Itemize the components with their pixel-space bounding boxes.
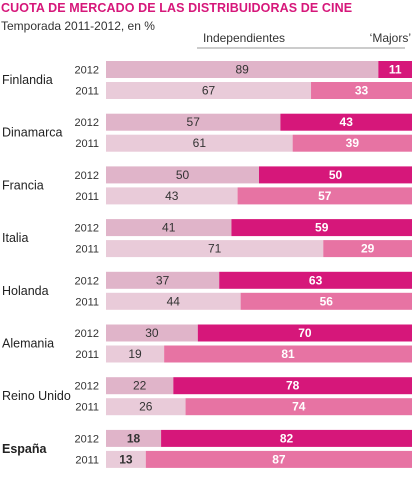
bar-independientes [106, 292, 241, 310]
bar-majors [161, 429, 412, 447]
bar-independientes [106, 134, 293, 152]
value-label-majors: 82 [280, 431, 294, 445]
value-label-majors: 11 [389, 63, 402, 77]
year-label: 2011 [75, 191, 99, 203]
value-label-majors: 78 [286, 379, 300, 393]
year-label: 2011 [75, 86, 99, 98]
bar-independientes [106, 398, 186, 416]
bar-independientes [106, 377, 174, 395]
bar-majors [323, 240, 412, 258]
bar-majors [185, 398, 412, 416]
year-label: 2012 [75, 433, 99, 445]
bar-majors [197, 324, 412, 342]
bar-majors [145, 450, 412, 468]
bar-independientes [106, 61, 379, 78]
bar-majors [173, 377, 412, 395]
bar-independientes [106, 82, 312, 99]
bar-majors [378, 61, 412, 78]
country-label: Reino Unido [2, 389, 71, 403]
bar-majors [259, 166, 412, 184]
value-label-majors: 70 [298, 326, 312, 340]
bar-independientes [106, 450, 146, 468]
bar-independientes [106, 219, 232, 237]
value-label-independientes: 19 [128, 347, 142, 361]
value-label-independientes: 37 [156, 273, 170, 287]
year-label: 2012 [75, 117, 99, 129]
year-label: 2012 [75, 170, 99, 182]
bar-majors [237, 187, 412, 205]
value-label-independientes: 22 [133, 379, 147, 393]
value-label-independientes: 50 [176, 168, 190, 182]
value-label-independientes: 43 [165, 189, 179, 203]
value-label-majors: 59 [315, 221, 329, 235]
bar-independientes [106, 187, 238, 205]
bar-majors [292, 134, 412, 152]
value-label-independientes: 67 [202, 84, 216, 98]
value-label-majors: 57 [318, 189, 332, 203]
year-label: 2011 [75, 296, 99, 308]
country-label: Alemania [2, 337, 54, 351]
value-label-independientes: 41 [162, 221, 176, 235]
year-label: 2012 [75, 65, 99, 77]
bar-independientes [106, 166, 259, 184]
chart-subtitle: Temporada 2011-2012, en % [1, 19, 155, 33]
value-label-independientes: 57 [187, 115, 201, 129]
bar-majors [240, 292, 412, 310]
bar-independientes [106, 113, 281, 131]
bar-independientes [106, 345, 165, 363]
bar-independientes [106, 324, 198, 342]
value-label-majors: 63 [309, 273, 323, 287]
bar-independientes [106, 271, 220, 289]
country-label: Holanda [2, 284, 49, 298]
value-label-independientes: 13 [119, 452, 133, 466]
value-label-independientes: 61 [193, 136, 207, 150]
value-label-majors: 74 [292, 400, 306, 414]
value-label-majors: 81 [281, 347, 295, 361]
bar-majors [311, 82, 412, 99]
bar-independientes [106, 240, 324, 258]
year-label: 2011 [75, 138, 99, 150]
bar-independientes [106, 429, 162, 447]
country-label: Italia [2, 231, 28, 245]
country-label: Finlandia [2, 73, 53, 87]
bar-majors [219, 271, 412, 289]
value-label-independientes: 71 [208, 242, 222, 256]
chart-title: CUOTA DE MERCADO DE LAS DISTRIBUIDORAS D… [1, 1, 353, 15]
value-label-majors: 39 [346, 136, 360, 150]
value-label-independientes: 26 [139, 400, 153, 414]
value-label-majors: 56 [320, 294, 334, 308]
country-label: España [2, 442, 48, 456]
bar-majors [164, 345, 412, 363]
year-label: 2012 [75, 328, 99, 340]
country-label: Francia [2, 178, 44, 192]
value-label-independientes: 44 [167, 294, 181, 308]
bar-majors [280, 113, 412, 131]
year-label: 2012 [75, 223, 99, 235]
value-label-independientes: 30 [145, 326, 159, 340]
value-label-independientes: 18 [127, 431, 141, 445]
year-label: 2011 [75, 349, 99, 361]
value-label-majors: 87 [272, 452, 286, 466]
value-label-independientes: 89 [235, 63, 249, 77]
value-label-majors: 43 [340, 115, 354, 129]
year-label: 2011 [75, 244, 99, 256]
year-label: 2011 [75, 454, 99, 466]
year-label: 2012 [75, 381, 99, 393]
legend-majors: ‘Majors’ [370, 31, 411, 45]
country-label: Dinamarca [2, 126, 62, 140]
bar-majors [231, 219, 412, 237]
value-label-majors: 50 [329, 168, 343, 182]
legend-independientes: Independientes [203, 31, 285, 45]
year-label: 2012 [75, 275, 99, 287]
value-label-majors: 33 [355, 84, 369, 98]
value-label-majors: 29 [361, 242, 375, 256]
year-label: 2011 [75, 402, 99, 414]
